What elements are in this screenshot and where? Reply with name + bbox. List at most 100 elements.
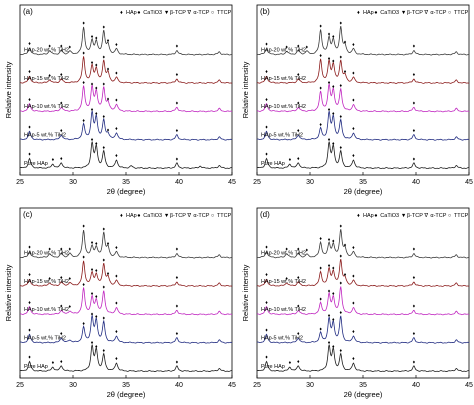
peak-marker: ♦ xyxy=(297,128,300,134)
peak-marker: ♦ xyxy=(413,359,416,365)
legend-entry: HAp xyxy=(126,213,137,219)
x-axis-label: 2θ (degree) xyxy=(107,390,146,399)
series-label: HAp-10 wt.% TiH2 xyxy=(261,104,306,110)
peak-marker: ♦ xyxy=(339,224,342,230)
peak-marker: ♦ xyxy=(332,111,335,117)
legend-entry: TTCP xyxy=(217,10,232,16)
x-tick-label: 45 xyxy=(228,179,236,186)
peak-marker: ♦ xyxy=(82,118,85,124)
x-axis-label: 2θ (degree) xyxy=(107,187,146,196)
legend-entry: TTCP xyxy=(217,213,232,219)
peak-marker: ♦ xyxy=(332,238,335,244)
peak-marker: ♦ xyxy=(319,53,322,59)
peak-marker: ♦ xyxy=(115,126,118,132)
peak-marker: ♦ xyxy=(91,137,94,143)
peak-marker: ♦ xyxy=(60,303,63,309)
peak-marker: ♦ xyxy=(413,72,416,78)
series-label: HAp-15 wt.% TiH2 xyxy=(261,279,306,285)
legend-glyph: ∇ xyxy=(423,9,429,16)
x-tick-label: 25 xyxy=(253,179,261,186)
peak-marker: ♦ xyxy=(297,303,300,309)
peak-marker: ♦ xyxy=(115,42,118,48)
peak-marker: ♦ xyxy=(339,145,342,151)
peak-marker: ♦ xyxy=(60,359,63,365)
plot-frame xyxy=(256,4,470,176)
series-label: HAp-15 wt.% TiH2 xyxy=(24,279,69,285)
peak-marker: ♦ xyxy=(60,331,63,337)
legend-glyph: ○ xyxy=(448,10,451,16)
series-line xyxy=(19,84,233,113)
y-axis-label: Relative intensity xyxy=(241,264,250,321)
peak-marker: ♦ xyxy=(297,100,300,106)
peak-marker: ♦ xyxy=(102,226,105,232)
peak-marker: ♦ xyxy=(107,271,110,277)
peak-marker: ♦ xyxy=(95,344,98,350)
peak-marker: ♦ xyxy=(339,54,342,60)
peak-marker: ♦ xyxy=(91,312,94,318)
x-tick-label: 35 xyxy=(122,382,130,389)
peak-marker: ♦ xyxy=(328,107,331,113)
x-axis-label: 2θ (degree) xyxy=(344,187,383,196)
legend: ♦ HAp ● CaTiO3 ▼ β-TCP ∇ α-TCP ○ TTCP xyxy=(357,212,469,219)
series-label: HAp-10 wt.% TiH2 xyxy=(24,307,69,313)
peak-marker: ♦ xyxy=(344,272,347,278)
peak-marker: ♦ xyxy=(69,44,72,50)
peak-marker: ♦ xyxy=(176,275,179,281)
peak-marker: ♦ xyxy=(328,237,331,243)
peak-marker: ♦ xyxy=(48,247,51,253)
peak-marker: ♦ xyxy=(339,280,342,286)
peak-marker: ♦ xyxy=(28,69,31,75)
legend-glyph: ▼ xyxy=(401,213,406,219)
peak-marker: ♦ xyxy=(352,153,355,159)
peak-marker: ♦ xyxy=(265,97,268,103)
plot-frame xyxy=(19,207,233,379)
x-tick-label: 25 xyxy=(16,179,24,186)
peak-marker: ♦ xyxy=(60,275,63,281)
peak-marker: ♦ xyxy=(328,289,331,295)
legend-entry: HAp xyxy=(126,10,137,16)
peak-marker: ♦ xyxy=(60,128,63,134)
peak-marker: ♦ xyxy=(328,56,331,62)
legend-glyph: ∇ xyxy=(186,9,192,16)
peak-marker: ♦ xyxy=(306,247,309,253)
legend-glyph: ♦ xyxy=(120,213,123,219)
legend-entry: α-TCP xyxy=(193,213,209,219)
peak-marker: ♦ xyxy=(344,39,347,45)
peak-marker: ♦ xyxy=(413,303,416,309)
peak-marker: ♦ xyxy=(176,156,179,162)
peak-marker: ♦ xyxy=(91,291,94,297)
legend-entry: CaTiO3 xyxy=(143,10,162,16)
series-label: HAp-20 wt.% TiH2 xyxy=(24,250,69,256)
legend-entry: α-TCP xyxy=(430,10,446,16)
peak-marker: ♦ xyxy=(82,80,85,86)
series-line xyxy=(19,229,233,259)
peak-marker: ♦ xyxy=(69,304,72,310)
peak-marker: ♦ xyxy=(102,348,105,354)
peak-marker: ♦ xyxy=(297,72,300,78)
series-label: Pure HAp xyxy=(261,364,285,370)
peak-marker: ♦ xyxy=(352,245,355,251)
series-label: HAp-20 wt.% TiH2 xyxy=(261,250,306,256)
legend-entry: β-TCP xyxy=(407,10,423,16)
peak-marker: ♦ xyxy=(107,96,110,102)
peak-marker: ♦ xyxy=(102,81,105,87)
peak-marker: ♦ xyxy=(319,23,322,29)
series-label: HAp-10 wt.% TiH2 xyxy=(24,104,69,110)
series-label: Pure HAp xyxy=(261,161,285,167)
xrd-panel: 25 30 35 40 45 2θ (degree) Relative intensity (… xyxy=(4,207,236,399)
xrd-panel: 25 30 35 40 45 2θ (degree) Relative intensity (… xyxy=(241,4,473,196)
peak-marker: ♦ xyxy=(332,58,335,64)
x-tick-label: 40 xyxy=(175,382,183,389)
peak-marker: ♦ xyxy=(352,329,355,335)
peak-marker: ♦ xyxy=(319,266,322,272)
y-axis-label: Relative intensity xyxy=(4,61,13,118)
peak-marker: ♦ xyxy=(297,331,300,337)
peak-marker: ♦ xyxy=(115,153,118,159)
legend-glyph: ● xyxy=(137,10,140,16)
series-line xyxy=(19,110,233,141)
peak-marker: ♦ xyxy=(265,125,268,131)
peak-marker: ♦ xyxy=(102,284,105,290)
peak-marker: ♦ xyxy=(102,145,105,151)
peak-marker: ♦ xyxy=(332,84,335,90)
y-axis-label: Relative intensity xyxy=(241,61,250,118)
